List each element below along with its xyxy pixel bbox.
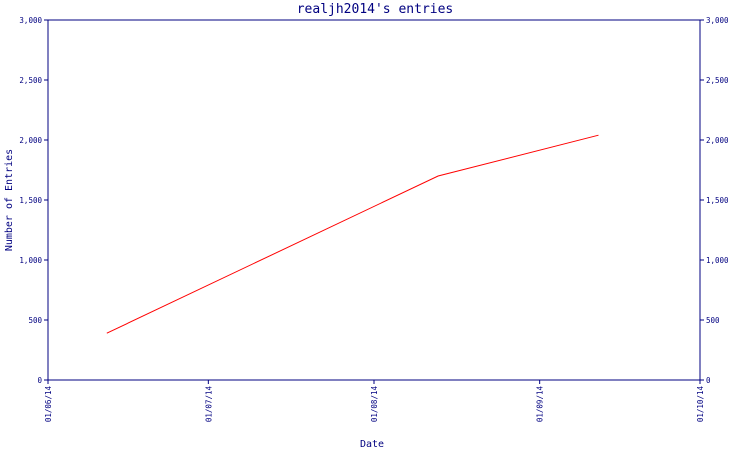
series-layer <box>106 134 599 334</box>
x-axis-label: Date <box>360 439 384 450</box>
y-tick-label-left: 2,500 <box>19 76 42 85</box>
chart-title: realjh2014's entries <box>297 2 454 17</box>
y-axis-label: Number of Entries <box>4 149 15 251</box>
y-tick-label-left: 0 <box>37 376 42 385</box>
y-tick-label-right: 500 <box>706 316 720 325</box>
y-tick-label-right: 1,000 <box>706 256 729 265</box>
y-tick-label-right: 0 <box>706 376 711 385</box>
y-tick-label-right: 1,500 <box>706 196 729 205</box>
y-tick-label-left: 2,000 <box>19 136 42 145</box>
axes <box>47 19 701 381</box>
y-tick-label-right: 3,000 <box>706 16 729 25</box>
ticks: 0 0 500 500 1,000 1,000 1,500 1,500 2,000 2,000 2,… <box>19 16 729 422</box>
y-tick-label-left: 500 <box>28 316 42 325</box>
y-tick-label-right: 2,000 <box>706 136 729 145</box>
plot-frame <box>47 19 701 381</box>
series-line <box>106 134 599 334</box>
y-tick-label-left: 3,000 <box>19 16 42 25</box>
x-tick-label: 01/07/14 <box>204 386 213 423</box>
x-tick-label: 01/06/14 <box>44 386 53 423</box>
x-tick-label: 01/08/14 <box>370 386 379 423</box>
x-tick-label: 01/09/14 <box>536 386 545 423</box>
y-tick-label-right: 2,500 <box>706 76 729 85</box>
y-tick-label-left: 1,000 <box>19 256 42 265</box>
x-tick-label: 01/10/14 <box>696 386 705 423</box>
y-tick-label-left: 1,500 <box>19 196 42 205</box>
